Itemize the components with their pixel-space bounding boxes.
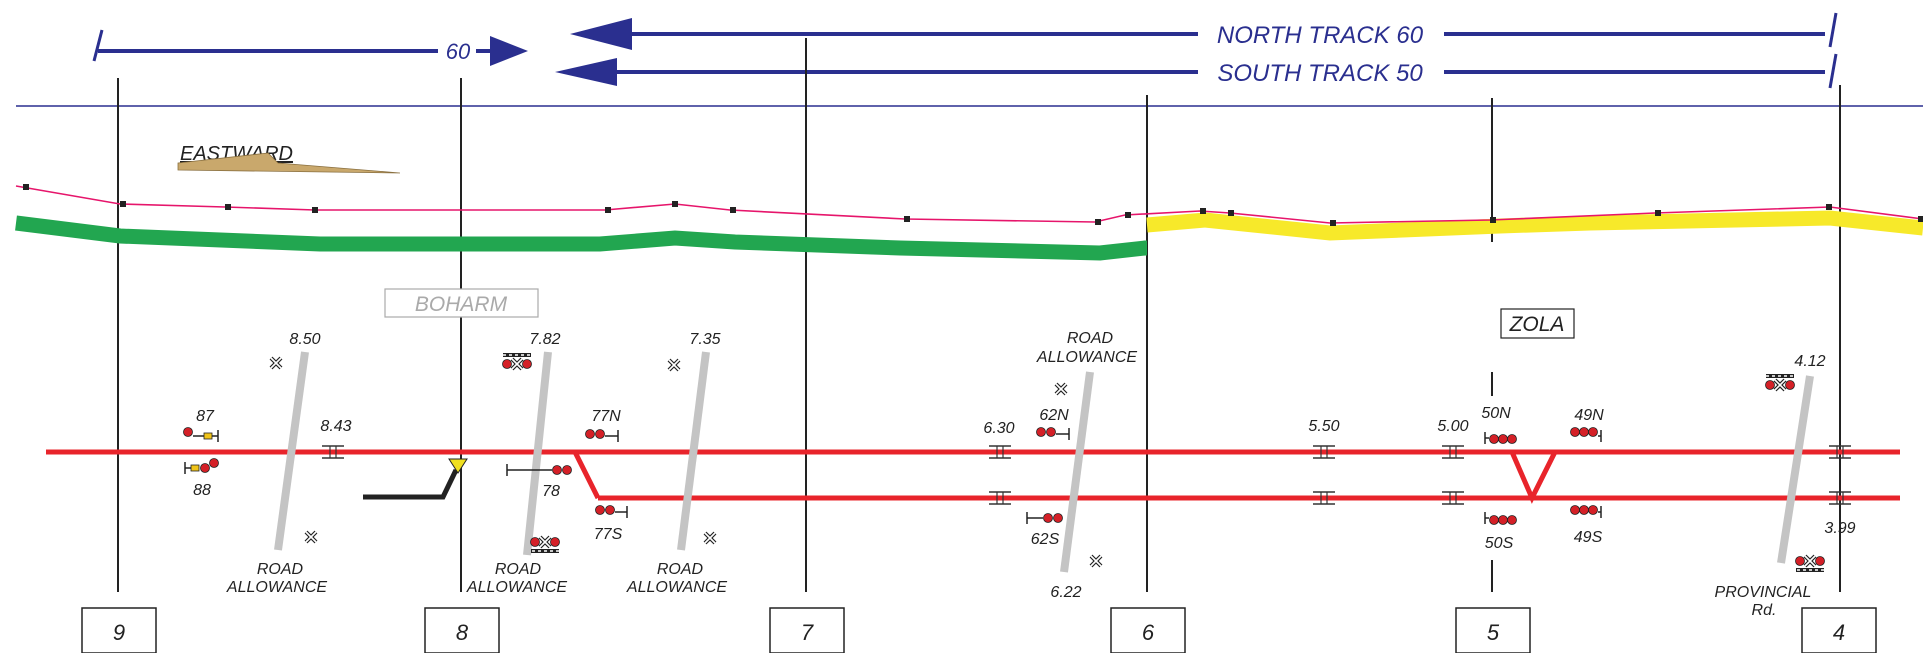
signal-50N-label: 50N: [1481, 405, 1511, 422]
derail-icon: [448, 458, 468, 474]
signal-87-label: 87: [196, 408, 215, 425]
south-track-label: SOUTH TRACK 50: [1217, 60, 1423, 87]
gated-crossing-icon: [1763, 374, 1797, 392]
signal-50N: 50N: [1481, 405, 1517, 444]
crossing-850-mileage: 8.50: [289, 331, 320, 348]
milepost-lines: [117, 38, 1841, 592]
mileage-labels: 8.43 6.30 5.50 5.00 3.99: [320, 418, 1855, 537]
signal-77N-label: 77N: [591, 408, 621, 425]
signal-49S: 49S: [1570, 505, 1603, 546]
gated-crossing-icon: [528, 535, 562, 553]
crossbuck-icon: [667, 358, 681, 372]
signal-62S: 62S: [1026, 512, 1063, 548]
milepost-6: 6: [1142, 620, 1155, 645]
gated-crossing-icon: [500, 353, 534, 371]
eastward-arrow: EASTWARD: [177, 143, 401, 174]
spur-track: [363, 468, 459, 500]
signal-87: 87: [183, 408, 219, 442]
crossing-735-line1: ROAD: [657, 561, 704, 578]
north-track-label: NORTH TRACK 60: [1217, 22, 1424, 49]
signal-62S-label: 62S: [1031, 531, 1060, 548]
milepost-8: 8: [456, 620, 469, 645]
signal-77S-label: 77S: [594, 526, 623, 543]
signal-49N-label: 49N: [1574, 407, 1604, 424]
mileage-399: 3.99: [1824, 520, 1855, 537]
mileage-843: 8.43: [320, 418, 351, 435]
crossing-6-line2: ALLOWANCE: [1036, 349, 1138, 366]
crossing-412-line2: Rd.: [1752, 602, 1777, 619]
crossing-782-mileage: 7.82: [529, 331, 560, 348]
crossing-6-mileage-bottom: 6.22: [1050, 584, 1081, 601]
grade-profile: [15, 184, 1923, 261]
track-layout: [46, 449, 1900, 504]
crossing-412-line1: PROVINCIAL: [1715, 584, 1812, 601]
crossing-782-line1: ROAD: [495, 561, 542, 578]
crossing-road-allowance-6: ROAD ALLOWANCE 6.22: [1036, 330, 1138, 601]
signal-88-label: 88: [193, 482, 211, 499]
crossing-850: 8.50 ROAD ALLOWANCE: [226, 331, 328, 596]
signal-62N-label: 62N: [1039, 407, 1069, 424]
crossing-782: 7.82 ROAD ALLOWANCE: [466, 331, 568, 596]
zola-label: ZOLA: [1509, 313, 1565, 336]
crossing-850-line1: ROAD: [257, 561, 304, 578]
milepost-boxes: 9 8 7 6 5 4: [81, 607, 1877, 653]
crossbuck-icon: [703, 531, 717, 545]
mileage-630: 6.30: [983, 420, 1014, 437]
signal-50S: 50S: [1484, 512, 1517, 552]
gated-crossing-icon: [1793, 554, 1827, 572]
signal-78: 78: [506, 464, 572, 500]
signal-78-label: 78: [542, 483, 560, 500]
crossbuck-icon: [1054, 382, 1068, 396]
speed-banner: 60 NORTH TRACK 60 SOUTH TRACK 50: [92, 12, 1838, 89]
crossover-west: [572, 450, 601, 500]
crossing-412-mileage: 4.12: [1794, 353, 1825, 370]
signal-77N: 77N: [585, 408, 621, 442]
milepost-4: 4: [1833, 620, 1845, 645]
signal-50S-label: 50S: [1485, 535, 1514, 552]
crossing-850-line2: ALLOWANCE: [226, 579, 328, 596]
crossing-782-line2: ALLOWANCE: [466, 579, 568, 596]
mileage-550: 5.50: [1308, 418, 1339, 435]
crossbuck-icon: [269, 356, 283, 370]
milepost-5: 5: [1487, 620, 1500, 645]
crossing-735-line2: ALLOWANCE: [626, 579, 728, 596]
milepost-7: 7: [801, 620, 814, 645]
boharm-label: BOHARM: [415, 293, 508, 316]
signal-49S-label: 49S: [1574, 529, 1603, 546]
crossbuck-icon: [304, 530, 318, 544]
crossing-412: 4.12 PROVINCIAL Rd.: [1715, 353, 1827, 619]
crossover-east: [1509, 450, 1558, 504]
left-speed-label: 60: [446, 39, 471, 64]
station-boharm: BOHARM: [384, 288, 539, 318]
milepost-9: 9: [113, 620, 125, 645]
station-zola: ZOLA: [1500, 308, 1575, 339]
signal-88: 88: [184, 458, 219, 499]
crossing-735: 7.35 ROAD ALLOWANCE: [626, 331, 728, 596]
mileage-500: 5.00: [1437, 418, 1468, 435]
crossing-6-line1: ROAD: [1067, 330, 1114, 347]
signal-77S: 77S: [594, 505, 628, 543]
signal-49N: 49N: [1570, 407, 1604, 442]
signal-62N: 62N: [1036, 407, 1070, 440]
crossing-735-mileage: 7.35: [689, 331, 720, 348]
crossbuck-icon: [1089, 554, 1103, 568]
